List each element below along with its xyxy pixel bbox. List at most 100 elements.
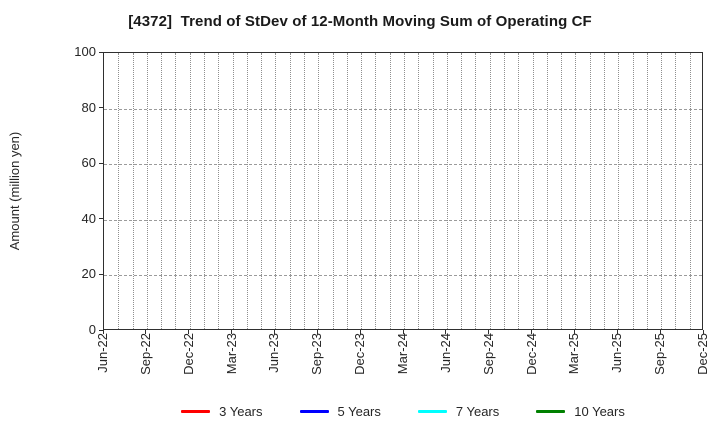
grid-line-vertical [218,53,220,329]
grid-line-vertical [504,53,505,329]
x-axis-tick [702,330,704,334]
y-axis-tick [99,329,103,331]
y-tick-label: 80 [81,99,96,115]
x-axis-tick [145,330,147,334]
grid-line-vertical [204,53,205,329]
y-tick-label: 0 [88,322,96,337]
y-axis-tick [99,162,103,164]
x-axis-tick [659,330,661,334]
grid-line-horizontal [104,219,702,221]
legend-label: 5 Years [337,403,381,419]
grid-line-vertical [446,53,448,329]
legend-item: 5 Years [299,403,381,419]
grid-line-vertical [189,53,191,329]
x-tick-label: Sep-25 [652,333,668,375]
grid-line-vertical [546,53,548,329]
x-axis-tick [616,330,618,334]
x-tick-label: Mar-24 [395,333,410,375]
grid-line-vertical [375,53,377,329]
grid-line-vertical [275,53,277,329]
x-tick-label: Jun-23 [266,333,282,373]
x-axis-tick [102,330,104,334]
x-tick-label: Jun-22 [95,333,110,373]
grid-line-vertical [161,53,163,329]
grid-line-vertical [575,53,577,329]
grid-line-vertical [318,53,320,329]
x-tick-label: Sep-22 [137,333,153,375]
grid-line-vertical [418,53,420,329]
legend-label: 7 Years [455,403,500,419]
legend-line-swatch [417,409,447,413]
legend-line-swatch [299,409,329,413]
grid-line-vertical [675,53,677,329]
y-tick-label: 40 [81,210,96,226]
grid-line-vertical [304,53,305,329]
x-tick-label: Sep-24 [480,333,496,375]
grid-line-vertical [389,53,391,329]
grid-line-vertical [261,53,263,329]
grid-line-vertical [132,53,134,329]
x-tick-label: Dec-24 [523,333,539,375]
grid-line-vertical [646,53,648,329]
y-axis-tick [99,218,103,220]
y-axis-tick [99,273,103,275]
x-axis-tick [573,330,575,334]
legend-item: 10 Years [536,404,625,419]
grid-line-vertical [561,53,563,329]
plot-area [103,52,703,330]
grid-line-vertical [404,53,405,329]
x-axis-tick [273,330,275,334]
x-axis-tick [531,330,533,334]
grid-line-vertical [661,53,663,329]
y-axis-tick [99,51,103,53]
grid-line-vertical [232,53,234,329]
x-axis-tick [359,330,361,334]
legend-item: 7 Years [417,403,500,419]
grid-line-vertical [361,53,363,329]
y-axis-label: Amount (million yen) [7,131,22,251]
legend: 3 Years 5 Years 7 Years 10 Years [103,402,703,420]
grid-line-vertical [518,53,520,329]
x-tick-label: Dec-23 [352,333,368,375]
x-tick-label: Sep-23 [309,333,325,375]
legend-label: 3 Years [219,403,263,419]
grid-line-vertical [689,53,691,329]
y-axis-tick [99,107,103,109]
x-axis-tick [316,330,318,334]
grid-line-vertical [632,53,634,329]
grid-line-vertical [289,53,291,329]
grid-line-horizontal [104,108,702,110]
grid-line-vertical [146,53,148,329]
grid-line-vertical [346,53,348,329]
grid-line-horizontal [104,275,702,277]
grid-line-vertical [246,53,248,329]
legend-line-swatch [181,409,211,413]
chart-title: [4372] Trend of StDev of 12-Month Moving… [128,13,592,30]
grid-line-horizontal [104,164,702,166]
x-axis-tick [445,330,447,334]
x-tick-label: Dec-25 [695,333,710,375]
x-axis-tick [488,330,490,334]
y-tick-label: 60 [81,155,96,171]
x-axis-tick [402,330,404,334]
legend-line-swatch [536,409,566,413]
legend-label: 10 Years [574,403,625,419]
grid-line-vertical [461,53,463,329]
grid-line-vertical [489,53,491,329]
grid-line-vertical [118,53,120,329]
y-tick-label: 20 [81,266,96,282]
x-tick-label: Mar-23 [223,333,239,375]
grid-line-vertical [604,53,605,329]
x-axis-tick [231,330,233,334]
x-tick-label: Dec-22 [180,333,196,375]
x-axis-tick [188,330,190,334]
grid-line-vertical [475,53,477,329]
grid-line-vertical [589,53,591,329]
grid-line-vertical [618,53,620,329]
grid-line-vertical [332,53,334,329]
grid-line-vertical [532,53,534,329]
y-tick-label: 100 [74,44,96,59]
grid-line-vertical [432,53,434,329]
x-tick-label: Jun-25 [609,333,625,373]
